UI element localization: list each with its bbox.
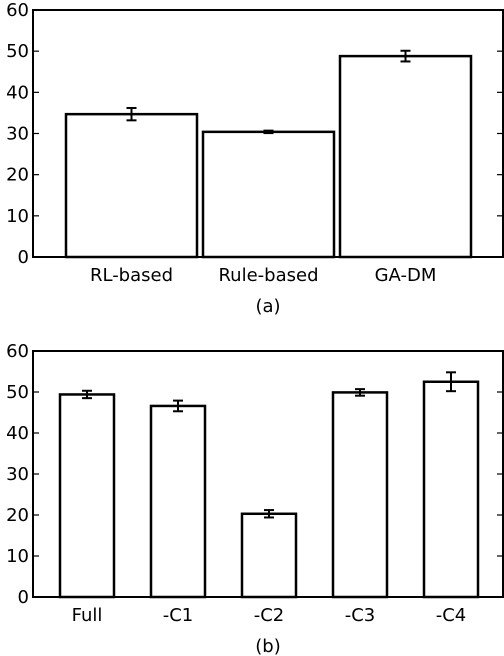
category-label: -C3 [345, 605, 376, 626]
category-label: Rule-based [218, 265, 318, 286]
bar-rl-based [64, 112, 199, 259]
bar-c1 [149, 404, 207, 599]
y-tick-label: 20 [6, 505, 29, 526]
chart-caption: (a) [255, 296, 280, 317]
chart-b: Full -C1 -C2 -C3 -C4 0 10 20 30 40 50 60 (b) [6, 341, 504, 656]
error-bar [82, 389, 92, 400]
y-tick-label: 20 [6, 165, 29, 186]
chart-caption: (b) [255, 636, 280, 656]
y-tick-label: 50 [6, 382, 29, 403]
category-label: RL-based [90, 265, 173, 286]
y-tick-label: 40 [6, 82, 29, 103]
axes-frame [32, 9, 504, 258]
error-bar [263, 129, 274, 135]
bar-c2 [240, 512, 298, 599]
y-tick-label: 10 [6, 546, 29, 567]
error-bar [126, 106, 137, 122]
category-label: Full [72, 605, 103, 626]
y-tick-label: 30 [6, 124, 29, 145]
y-tick-label: 0 [18, 247, 29, 268]
error-bar [264, 509, 274, 519]
y-tick-label: 0 [18, 587, 29, 608]
bar-rule-based [201, 130, 336, 259]
bar-ga-dm [338, 54, 473, 259]
category-label: -C1 [163, 605, 194, 626]
error-bar [173, 399, 183, 413]
bar-c3 [331, 391, 389, 599]
axes-frame [32, 350, 504, 598]
category-label: GA-DM [375, 265, 437, 286]
error-bar [446, 371, 456, 393]
category-label: -C4 [436, 605, 467, 626]
error-bar [355, 388, 365, 397]
bar-full [58, 393, 116, 599]
error-bar [400, 49, 411, 63]
y-tick-label: 50 [6, 41, 29, 62]
y-tick-label: 30 [6, 464, 29, 485]
chart-a: RL-based Rule-based GA-DM 0 10 20 30 40 50 60 (a) [6, 0, 504, 317]
bar-c4 [422, 380, 480, 599]
y-tick-label: 10 [6, 206, 29, 227]
y-tick-label: 40 [6, 423, 29, 444]
y-tick-label: 60 [6, 341, 29, 362]
y-tick-label: 60 [6, 0, 29, 21]
category-label: -C2 [254, 605, 285, 626]
